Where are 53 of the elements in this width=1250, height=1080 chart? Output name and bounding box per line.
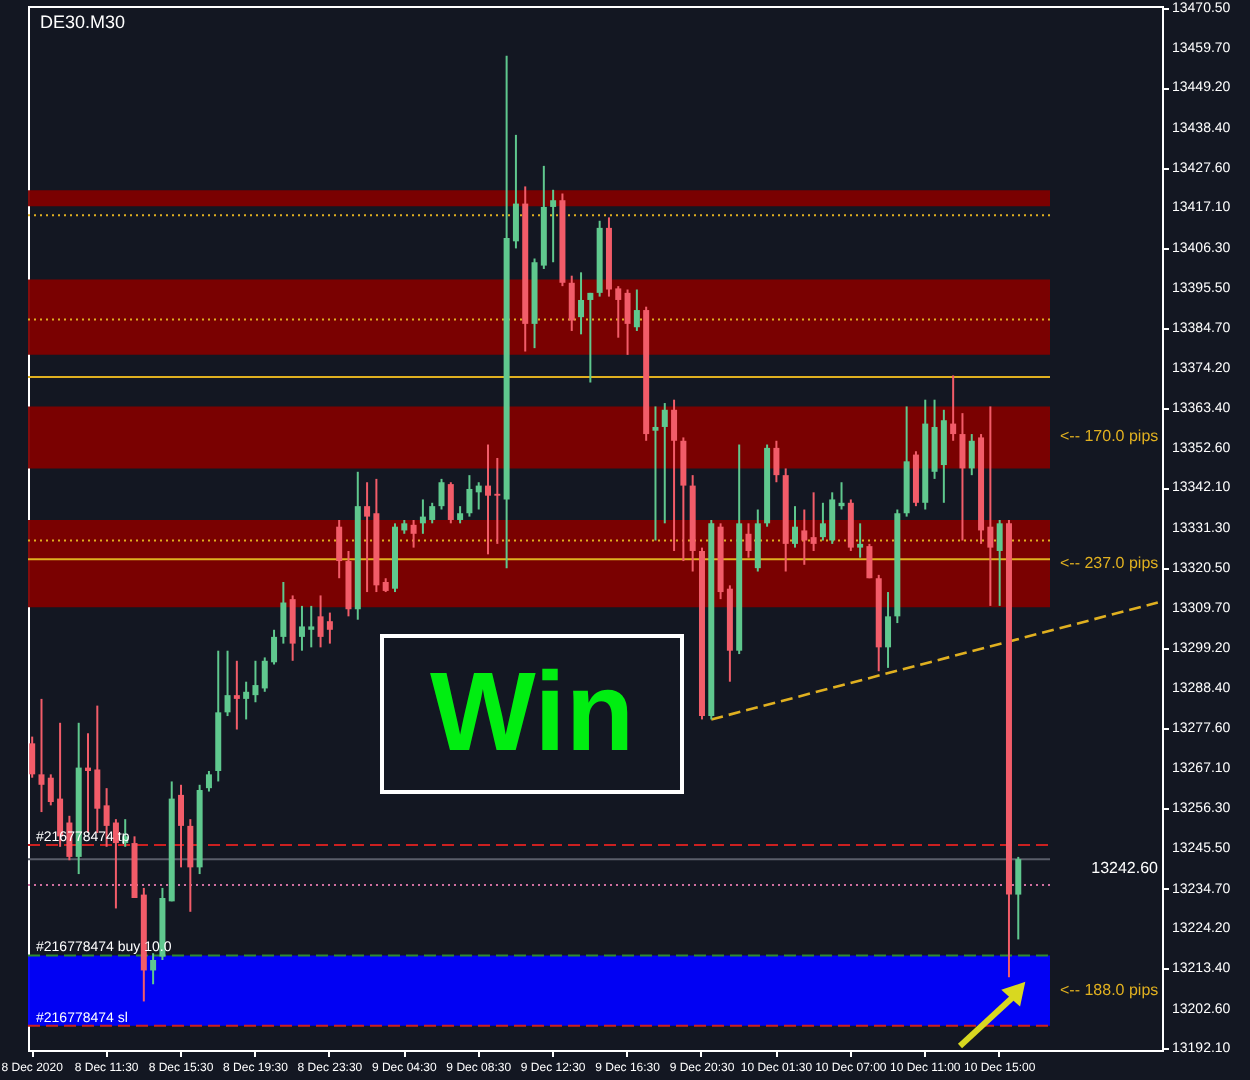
candlestick (633, 288, 640, 332)
candlestick (996, 518, 1003, 607)
candlestick (773, 439, 780, 484)
candlestick (280, 580, 287, 645)
candlestick (745, 522, 752, 559)
candlestick (838, 481, 845, 511)
candlestick (29, 735, 36, 779)
candlestick (661, 402, 668, 525)
candlestick (801, 508, 808, 566)
candlestick (38, 697, 45, 814)
candlestick (326, 611, 333, 645)
candlestick (940, 408, 947, 504)
candlestick (792, 505, 799, 549)
candlestick (336, 518, 343, 580)
candlestick (968, 433, 975, 477)
candlestick (150, 952, 157, 986)
candlestick (885, 591, 892, 669)
candlestick (847, 498, 854, 552)
candlestick (187, 818, 194, 913)
candlestick (243, 680, 250, 721)
candlestick (178, 783, 185, 869)
candlestick (233, 659, 240, 731)
candlestick (438, 477, 445, 511)
candlestick (1015, 855, 1022, 941)
candlestick (866, 542, 873, 580)
candlestick (289, 594, 296, 662)
band-label: <-- 188.0 pips (1060, 980, 1159, 999)
ref-line-label: 13242.60 (1091, 859, 1160, 878)
candlestick (754, 508, 761, 573)
candlestick (485, 443, 492, 556)
candlestick (959, 412, 966, 542)
candlestick (224, 649, 231, 718)
candlestick (810, 491, 817, 552)
candlestick (205, 769, 212, 793)
candlestick (475, 481, 482, 511)
annotation: Win (429, 648, 635, 774)
candlestick (550, 188, 557, 264)
candlestick (587, 291, 594, 384)
candlestick (568, 274, 575, 332)
candlestick (671, 398, 678, 552)
band-label: <-- 170.0 pips (1060, 427, 1159, 446)
candlestick (680, 436, 687, 563)
candlestick (624, 288, 631, 356)
band-label: <-- 237.0 pips (1060, 553, 1159, 572)
candlestick (410, 518, 417, 549)
candlestick (447, 481, 454, 525)
candlestick (578, 271, 585, 336)
chart-title: DE30.M30 (40, 12, 126, 32)
candlestick (364, 481, 371, 594)
candlestick (652, 405, 659, 542)
candlestick (857, 522, 864, 559)
candlestick (466, 474, 473, 518)
candlestick (950, 374, 957, 442)
